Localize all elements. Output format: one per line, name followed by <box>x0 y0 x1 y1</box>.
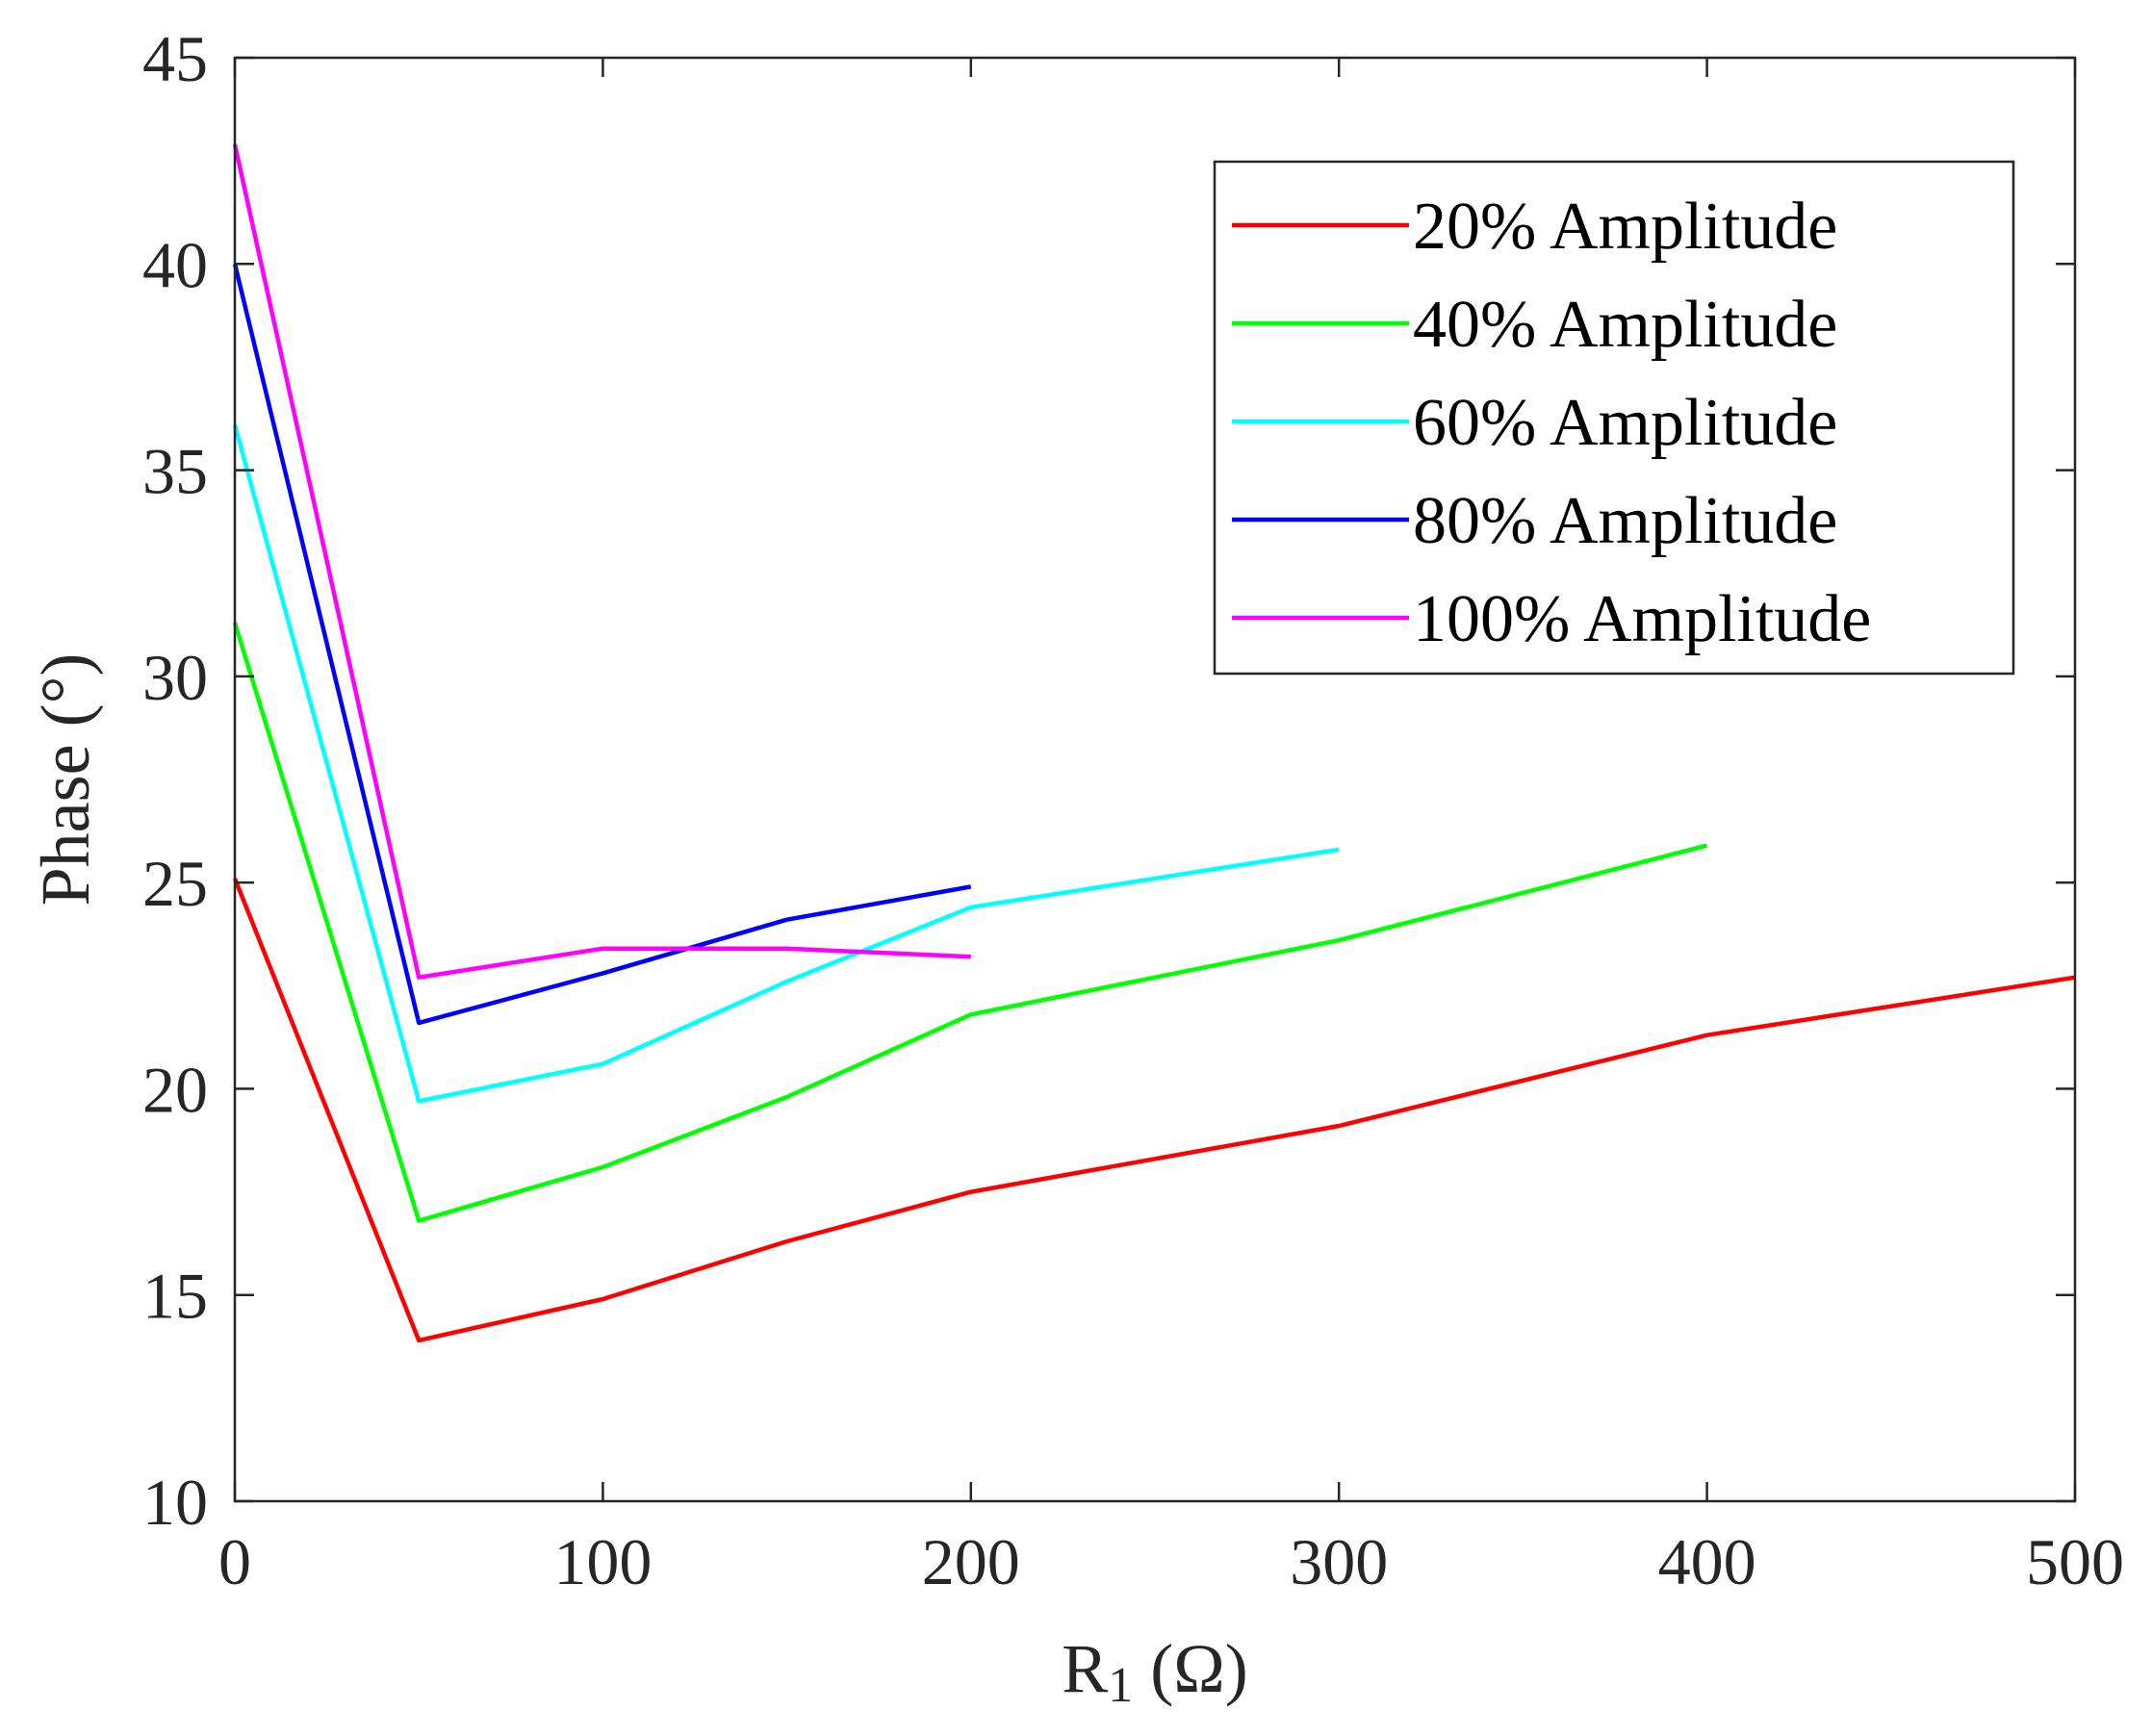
series-line-4 <box>232 263 972 1026</box>
y-tick-label: 30 <box>142 641 208 714</box>
legend-box <box>1213 160 2015 676</box>
y-tick-label: 10 <box>142 1466 208 1539</box>
y-tick-label: 20 <box>142 1053 208 1126</box>
y-tick-label: 15 <box>142 1260 208 1333</box>
y-tick-label: 40 <box>142 228 208 301</box>
series-group <box>232 143 2076 1343</box>
axes-box <box>233 56 2077 1503</box>
legend-label-4: 80% Amplitude <box>1413 484 1837 558</box>
series-line-1 <box>232 878 2076 1343</box>
x-axis-label: R1 (Ω) <box>1062 1630 1248 1713</box>
y-axis-label: Phase (°) <box>27 653 104 906</box>
y-tick-label: 35 <box>142 435 208 508</box>
legend-label-3: 60% Amplitude <box>1413 386 1837 460</box>
x-tick-label: 0 <box>218 1525 251 1598</box>
x-tick-label: 100 <box>553 1525 652 1598</box>
x-tick-label: 500 <box>2026 1525 2124 1598</box>
legend-label-5: 100% Amplitude <box>1413 582 1871 656</box>
x-tick-label: 200 <box>922 1525 1020 1598</box>
x-tick-label: 400 <box>1658 1525 1756 1598</box>
legend: 20% Amplitude 40% Amplitude 60% Amplitude 8… <box>1213 160 2015 676</box>
axes-group: 0 100 200 300 400 500 10 15 20 25 30 35 40 45 R1 (Ω) Ph… <box>27 22 2124 1713</box>
y-tick-label: 45 <box>142 22 208 95</box>
legend-label-2: 40% Amplitude <box>1413 288 1837 362</box>
legend-label-1: 20% Amplitude <box>1413 190 1837 264</box>
series-line-2 <box>232 622 1708 1223</box>
series-line-5 <box>232 143 971 980</box>
x-tick-label: 300 <box>1290 1525 1388 1598</box>
y-tick-label: 25 <box>142 847 208 920</box>
series-line-3 <box>232 423 1340 1104</box>
